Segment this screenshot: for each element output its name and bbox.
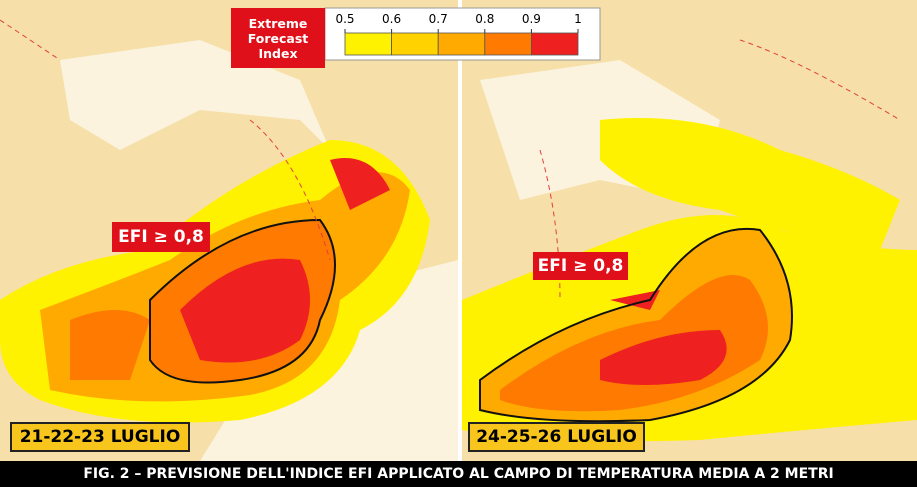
- caption: FIG. 2 – PREVISIONE DELL'INDICE EFI APPL…: [83, 466, 834, 482]
- efi-label: EFI ≥ 0,8: [112, 222, 210, 252]
- colorbar-segment: [344, 32, 392, 56]
- colorbar-segment: [437, 32, 486, 56]
- date-label: 21-22-23 LUGLIO: [10, 422, 190, 452]
- colorbar: 0.5 0.6 0.7 0.8 0.9 1: [335, 12, 582, 56]
- tick-label: 0.9: [522, 12, 541, 26]
- colorbar-segment: [484, 32, 532, 56]
- tick-label: 0.8: [475, 12, 494, 26]
- maps: 0.5 0.6 0.7 0.8 0.9 1: [0, 0, 917, 461]
- map-right: [462, 0, 917, 461]
- legend-title: Extreme Forecast Index: [231, 8, 325, 68]
- map-left: [0, 0, 458, 461]
- efi-label: EFI ≥ 0,8: [533, 252, 628, 280]
- date-label: 24-25-26 LUGLIO: [468, 422, 645, 452]
- tick-label: 0.6: [382, 12, 401, 26]
- tick-label: 0.7: [429, 12, 448, 26]
- colorbar-segment: [391, 32, 439, 56]
- colorbar-segment: [531, 32, 579, 56]
- tick-label: 1: [574, 12, 582, 26]
- tick-label: 0.5: [335, 12, 354, 26]
